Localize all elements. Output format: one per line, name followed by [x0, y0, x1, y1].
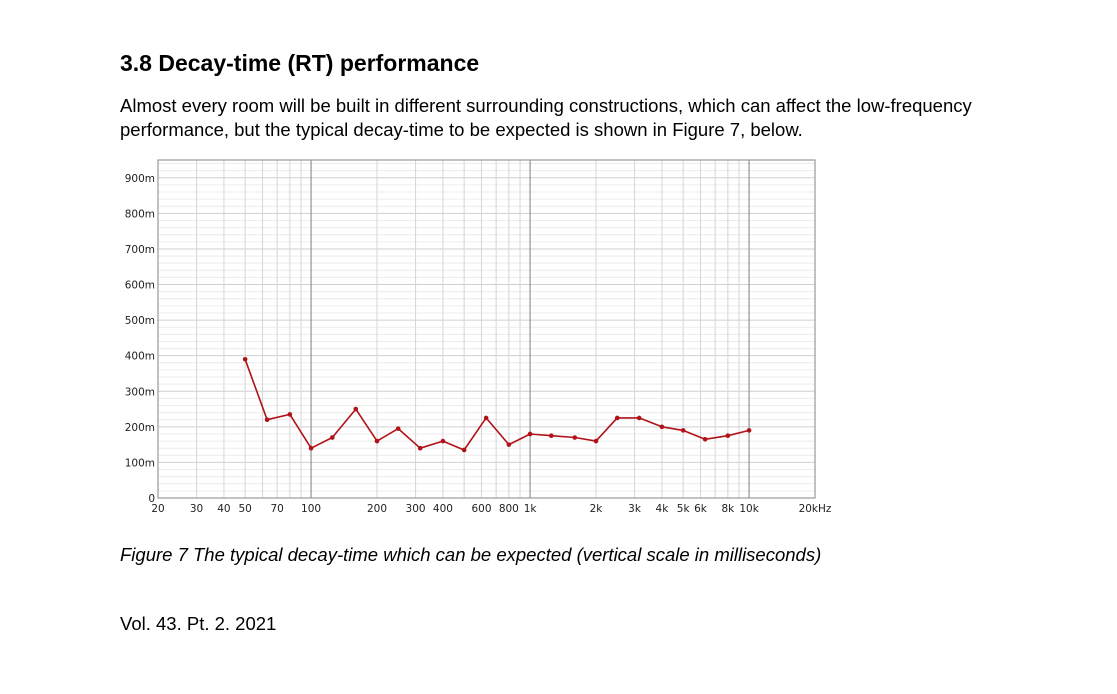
- x-tick-label: 6k: [694, 503, 708, 515]
- data-series: [242, 356, 752, 453]
- data-point: [264, 417, 270, 423]
- y-tick-label: 400m: [125, 351, 155, 363]
- x-tick-label: 3k: [628, 503, 642, 515]
- volume-footer: Vol. 43. Pt. 2. 2021: [120, 613, 277, 634]
- x-tick-label: 30: [190, 503, 203, 515]
- x-tick-label: 1k: [524, 503, 538, 515]
- y-tick-label: 700m: [125, 244, 155, 256]
- x-tick-label: 50: [238, 503, 251, 515]
- y-tick-label: 0: [148, 493, 155, 505]
- y-tick-label: 900m: [125, 173, 155, 185]
- data-point: [461, 447, 467, 453]
- axis-ticks: 0 100m 200m 300m 400m 500m 600m 700m 800m 900m 20 3…: [125, 173, 832, 515]
- data-point: [680, 428, 686, 433]
- x-tick-label: 2k: [590, 503, 604, 515]
- x-tick-label: 100: [301, 503, 321, 515]
- y-tick-label: 800m: [125, 208, 155, 220]
- plot-frame: [157, 159, 816, 499]
- data-point: [614, 415, 620, 421]
- chart-grid: [157, 160, 816, 499]
- data-point: [353, 406, 359, 412]
- y-tick-label: 500m: [125, 315, 155, 327]
- data-point: [483, 415, 489, 421]
- data-point: [242, 356, 248, 362]
- data-point: [308, 445, 314, 451]
- y-tick-label: 600m: [125, 280, 155, 292]
- series-line: [244, 358, 750, 451]
- decay-time-chart: 0 100m 200m 300m 400m 500m 600m 700m 800m 900m 20 3…: [125, 159, 832, 515]
- data-point: [374, 438, 380, 444]
- x-tick-label: 10k: [739, 503, 759, 515]
- x-tick-label: 300: [406, 503, 426, 515]
- data-point: [417, 445, 423, 451]
- x-tick-label: 40: [217, 503, 230, 515]
- x-tick-label: 70: [270, 503, 283, 515]
- data-point: [527, 431, 533, 437]
- data-point: [572, 435, 578, 440]
- x-tick-label: 5k: [677, 503, 691, 515]
- y-tick-label: 100m: [125, 457, 155, 469]
- data-point: [725, 433, 731, 439]
- data-point: [746, 428, 752, 433]
- data-point: [395, 426, 401, 431]
- figure-caption: Figure 7 The typical decay-time which ca…: [120, 544, 822, 565]
- x-tick-label: 600: [471, 503, 491, 515]
- x-tick-label: 8k: [721, 503, 735, 515]
- x-tick-label: 20kHz: [799, 503, 832, 515]
- section-heading: 3.8 Decay-time (RT) performance: [120, 50, 480, 76]
- data-point: [593, 438, 599, 444]
- data-point: [659, 424, 665, 430]
- data-point: [440, 438, 446, 444]
- data-point: [548, 433, 554, 439]
- x-tick-label: 200: [367, 503, 387, 515]
- x-tick-label: 800: [499, 503, 519, 515]
- data-point: [506, 442, 512, 447]
- data-point: [287, 412, 293, 417]
- x-tick-label: 20: [151, 503, 164, 515]
- y-tick-label: 300m: [125, 386, 155, 398]
- data-point: [636, 415, 642, 421]
- data-point: [329, 435, 335, 440]
- x-tick-label: 400: [433, 503, 453, 515]
- intro-paragraph: Almost every room will be built in diffe…: [120, 95, 972, 140]
- y-tick-label: 200m: [125, 422, 155, 434]
- data-point: [702, 436, 708, 442]
- x-tick-label: 4k: [656, 503, 670, 515]
